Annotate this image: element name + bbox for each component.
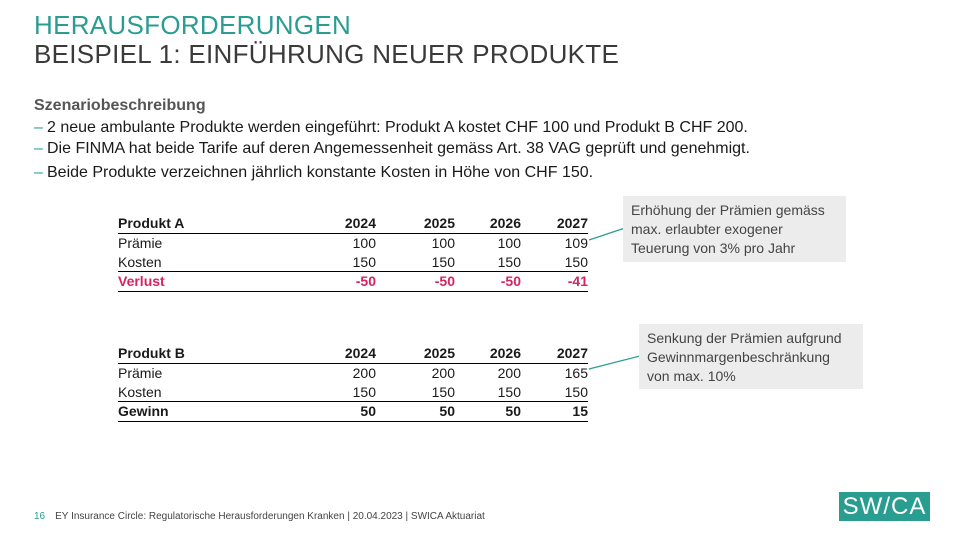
table-cell: Prämie — [118, 235, 163, 252]
table-row: Kosten 150 150 150 150 — [118, 382, 588, 403]
table-header-cell: 2027 — [521, 344, 588, 364]
table-cell: 150 — [288, 382, 376, 403]
slide-title: HERAUSFORDERUNGEN — [34, 10, 352, 40]
scenario-heading: Szenariobeschreibung — [34, 97, 206, 114]
product-b-table: Produkt B 2024 2025 2026 2027 Prämie 200… — [118, 344, 588, 422]
table-cell: 50 — [288, 401, 376, 422]
table-cell: 150 — [376, 382, 455, 403]
table-cell: 100 — [431, 235, 455, 252]
note-line: Teuerung von 3% pro Jahr — [631, 240, 796, 256]
table-header-cell: 2024 — [288, 344, 376, 364]
table-cell: 50 — [376, 401, 455, 422]
table-cell: Gewinn — [118, 401, 288, 422]
table-cell: -50 — [288, 271, 376, 292]
logo-text: SW/CA — [842, 492, 927, 520]
callout-note-a: Erhöhung der Prämien gemäss max. erlaubt… — [623, 196, 846, 262]
table-cell: 150 — [521, 382, 588, 403]
swica-logo: SW/CA — [839, 492, 930, 521]
table-cell: 109 — [564, 235, 588, 252]
slide-subtitle: BEISPIEL 1: EINFÜHRUNG NEUER PRODUKTE — [34, 39, 620, 69]
table-cell: 150 — [288, 252, 376, 273]
table-row: Prämie 200 200 200 165 — [118, 363, 588, 382]
bullet-text: 2 neue ambulante Produkte werden eingefü… — [47, 119, 748, 136]
footer-text: EY Insurance Circle: Regulatorische Hera… — [55, 511, 485, 522]
table-cell: 15 — [521, 401, 588, 422]
table-row: Prämie 100 100 100 109 — [118, 233, 588, 252]
scenario-bullet: – Die FINMA hat beide Tarife auf deren An… — [34, 138, 834, 159]
table-cell: 200 — [352, 365, 376, 382]
scenario-bullet-list: –2 neue ambulante Produkte werden eingef… — [34, 117, 834, 183]
table-cell: 200 — [431, 365, 455, 382]
table-cell: Verlust — [118, 271, 288, 292]
table-cell: 150 — [521, 252, 588, 273]
connector-line-a — [588, 227, 626, 241]
table-cell: Kosten — [118, 382, 288, 403]
callout-note-b: Senkung der Prämien aufgrund Gewinnmarge… — [639, 324, 863, 389]
table-cell: 100 — [352, 235, 376, 252]
note-line: max. erlaubter exogener — [631, 221, 783, 237]
table-header-row: Produkt A 2024 2025 2026 2027 — [118, 214, 588, 234]
table-header-cell: 2025 — [376, 214, 455, 234]
table-cell: 150 — [455, 252, 521, 273]
table-header-row: Produkt B 2024 2025 2026 2027 — [118, 344, 588, 364]
page-number: 16 — [34, 511, 46, 522]
bullet-dash: – — [34, 140, 43, 157]
note-line: Gewinnmargenbeschränkung — [647, 349, 830, 365]
table-header-cell: Produkt B — [118, 344, 288, 364]
scenario-bullet: – Beide Produkte verzeichnen jährlich kon… — [34, 162, 834, 183]
table-cell: 165 — [564, 365, 588, 382]
table-cell: 150 — [376, 252, 455, 273]
note-line: von max. 10% — [647, 368, 736, 384]
scenario-bullet: –2 neue ambulante Produkte werden eingef… — [34, 117, 834, 138]
scenario-section: Szenariobeschreibung –2 neue ambulante P… — [34, 97, 834, 183]
table-cell: -50 — [376, 271, 455, 292]
table-header-cell: 2024 — [288, 214, 376, 234]
table-header-cell: 2025 — [376, 344, 455, 364]
table-header-cell: 2026 — [455, 344, 521, 364]
bullet-text: Beide Produkte verzeichnen jährlich kons… — [47, 164, 594, 181]
table-row-total: Verlust -50 -50 -50 -41 — [118, 271, 588, 292]
table-cell: -41 — [521, 271, 588, 292]
bullet-dash: – — [34, 164, 43, 181]
table-cell: 100 — [497, 235, 521, 252]
table-cell: 150 — [455, 382, 521, 403]
table-cell: 200 — [497, 365, 521, 382]
table-row: Kosten 150 150 150 150 — [118, 252, 588, 273]
bullet-dash: – — [34, 119, 43, 136]
connector-line-b — [588, 355, 641, 370]
table-cell: -50 — [455, 271, 521, 292]
slide-footer: 16 EY Insurance Circle: Regulatorische He… — [34, 511, 485, 522]
table-header-cell: 2027 — [521, 214, 588, 234]
note-line: Erhöhung der Prämien gemäss — [631, 202, 825, 218]
table-cell: Kosten — [118, 252, 288, 273]
note-line: Senkung der Prämien aufgrund — [647, 330, 842, 346]
product-a-table: Produkt A 2024 2025 2026 2027 Prämie 100… — [118, 214, 588, 292]
table-header-cell: 2026 — [455, 214, 521, 234]
table-cell: 50 — [455, 401, 521, 422]
table-cell: Prämie — [118, 365, 163, 382]
table-row-total: Gewinn 50 50 50 15 — [118, 401, 588, 422]
bullet-text: Die FINMA hat beide Tarife auf deren Ang… — [47, 140, 750, 157]
table-header-cell: Produkt A — [118, 214, 288, 234]
